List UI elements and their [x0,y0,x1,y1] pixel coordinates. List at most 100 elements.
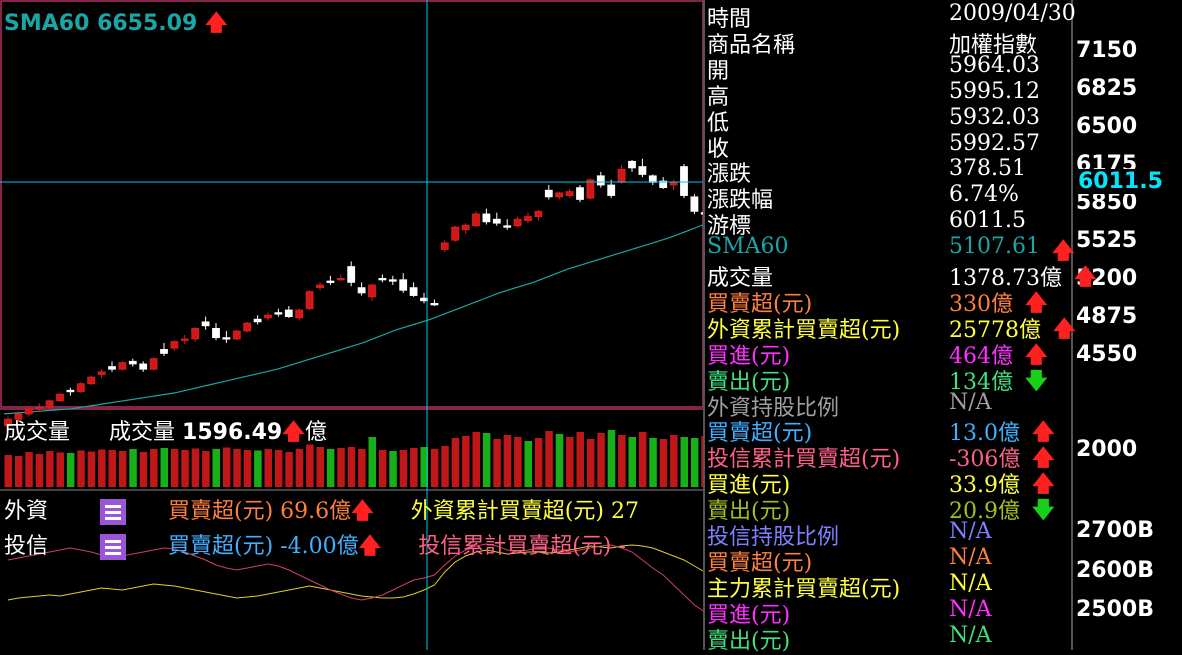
info-row: 低 5932.03 [707,105,1073,136]
info-row: 成交量 1378.73億 🡅 [707,260,1097,291]
candle [212,323,220,341]
candle-body [180,338,189,341]
arrow-up-icon: 🡅 [1074,264,1097,290]
volume-bar [420,447,428,487]
volume-bar [441,446,449,487]
volume-group [4,430,709,487]
volume-bar [222,447,231,487]
candle-body [472,213,480,227]
trust-row: 投信 買賣超(元) -4.00億🡅 投信累計買賣超(元) - [4,528,626,567]
volume-bar [607,430,616,487]
info-row: 買賣超(元) N/A [707,545,1073,576]
chart-canvas[interactable] [0,0,1073,650]
volume-bar [410,448,418,487]
info-value: 5964.03 [949,52,1040,78]
volume-bar [649,438,657,487]
info-value: 6011.5 [949,208,1026,234]
info-label: 買進(元) [707,343,791,369]
info-row: 外資累計買賣超(元) 25778億 🡅 [707,312,1076,343]
candle-body [492,218,501,224]
candle-body [336,278,345,281]
candle [544,185,553,200]
trust-cum-value: - [618,534,626,559]
volume-bar [368,437,376,487]
candle-body [295,309,304,319]
volume-bar [66,453,75,487]
volume-bar [35,454,44,487]
info-row: 買賣超(元) 13.0億 🡅 [707,415,1073,446]
volume-header: 成交量 成交量 1596.49🡅億 [4,414,327,453]
foreign-cum-label: 外資累計買賣超(元) [410,499,604,524]
candle-body [648,175,657,183]
candle [576,185,584,203]
info-label: 買進(元) [707,473,791,499]
volume-bar [638,432,647,487]
candle [97,369,106,379]
trust-net-label: 買賣超(元) [168,534,274,559]
volume-bar [264,449,272,487]
volume-bar [108,450,116,487]
volume-bar [514,437,522,487]
menu-icon[interactable] [100,534,126,560]
volume-bar [337,448,345,487]
candle-body [607,184,616,196]
volume-bar [129,449,137,487]
candle-body [586,179,595,199]
info-row: 投信累計買賣超(元) -306億 🡅 [707,441,1073,472]
arrow-up-icon: 🡅 [1032,445,1055,472]
volume-bar [295,449,304,487]
chart-area[interactable]: SMA60 6655.09 🡅 成交量 成交量 1596.49🡅億 外資 買賣超(… [0,0,1073,650]
info-row: 賣出(元) 20.9億 🡇 [707,493,1073,524]
volume-bar [389,451,397,487]
candle-body [347,266,356,283]
volume-bar [316,447,324,487]
info-row: 外資持股比例 N/A [707,389,1073,421]
candle [128,358,137,367]
candle-body [628,160,636,169]
candle-body [222,337,231,340]
volume-bar [472,432,480,487]
candle [118,361,127,371]
volume-label: 成交量 [109,420,176,445]
candle-body [305,291,314,310]
info-label: 成交量 [707,266,774,291]
candle-body [118,362,127,370]
candle-body [128,360,137,365]
candle [378,274,387,283]
volume-bar [566,437,574,487]
volume-bar [274,450,283,487]
info-row: 買進(元) 464億 🡅 [707,338,1073,369]
volume-bar [202,451,210,487]
candle [565,188,574,199]
candle-body [534,210,543,217]
menu-icon[interactable] [100,499,126,525]
candle [482,208,491,225]
candle [555,191,564,200]
foreign-net-label: 買賣超(元) [168,499,274,524]
candle [513,216,522,228]
candle [399,273,408,293]
volume-bar [534,438,543,487]
candle-body [544,189,553,198]
volume-bar [98,449,106,487]
candle [690,194,699,214]
info-label: 時間 [707,7,752,32]
info-value: 25778億 [949,317,1041,343]
candle [659,177,668,189]
candle [628,160,636,172]
candle-body [409,287,418,296]
info-label: 買賣超(元) [707,421,813,447]
candle-body [66,389,75,393]
candle-body [669,181,678,186]
info-value: N/A [949,622,992,648]
candle-body [690,196,699,212]
price-scale-label: 4550 [1076,342,1138,367]
info-label: 高 [707,84,730,110]
info-value: N/A [949,389,992,415]
arrow-up-icon: 🡅 [1025,341,1048,368]
info-value: N/A [949,519,992,544]
info-row: 賣出(元) N/A [707,622,1073,654]
candle-body [680,166,688,196]
volume-bar [493,439,501,487]
candle [461,223,470,234]
